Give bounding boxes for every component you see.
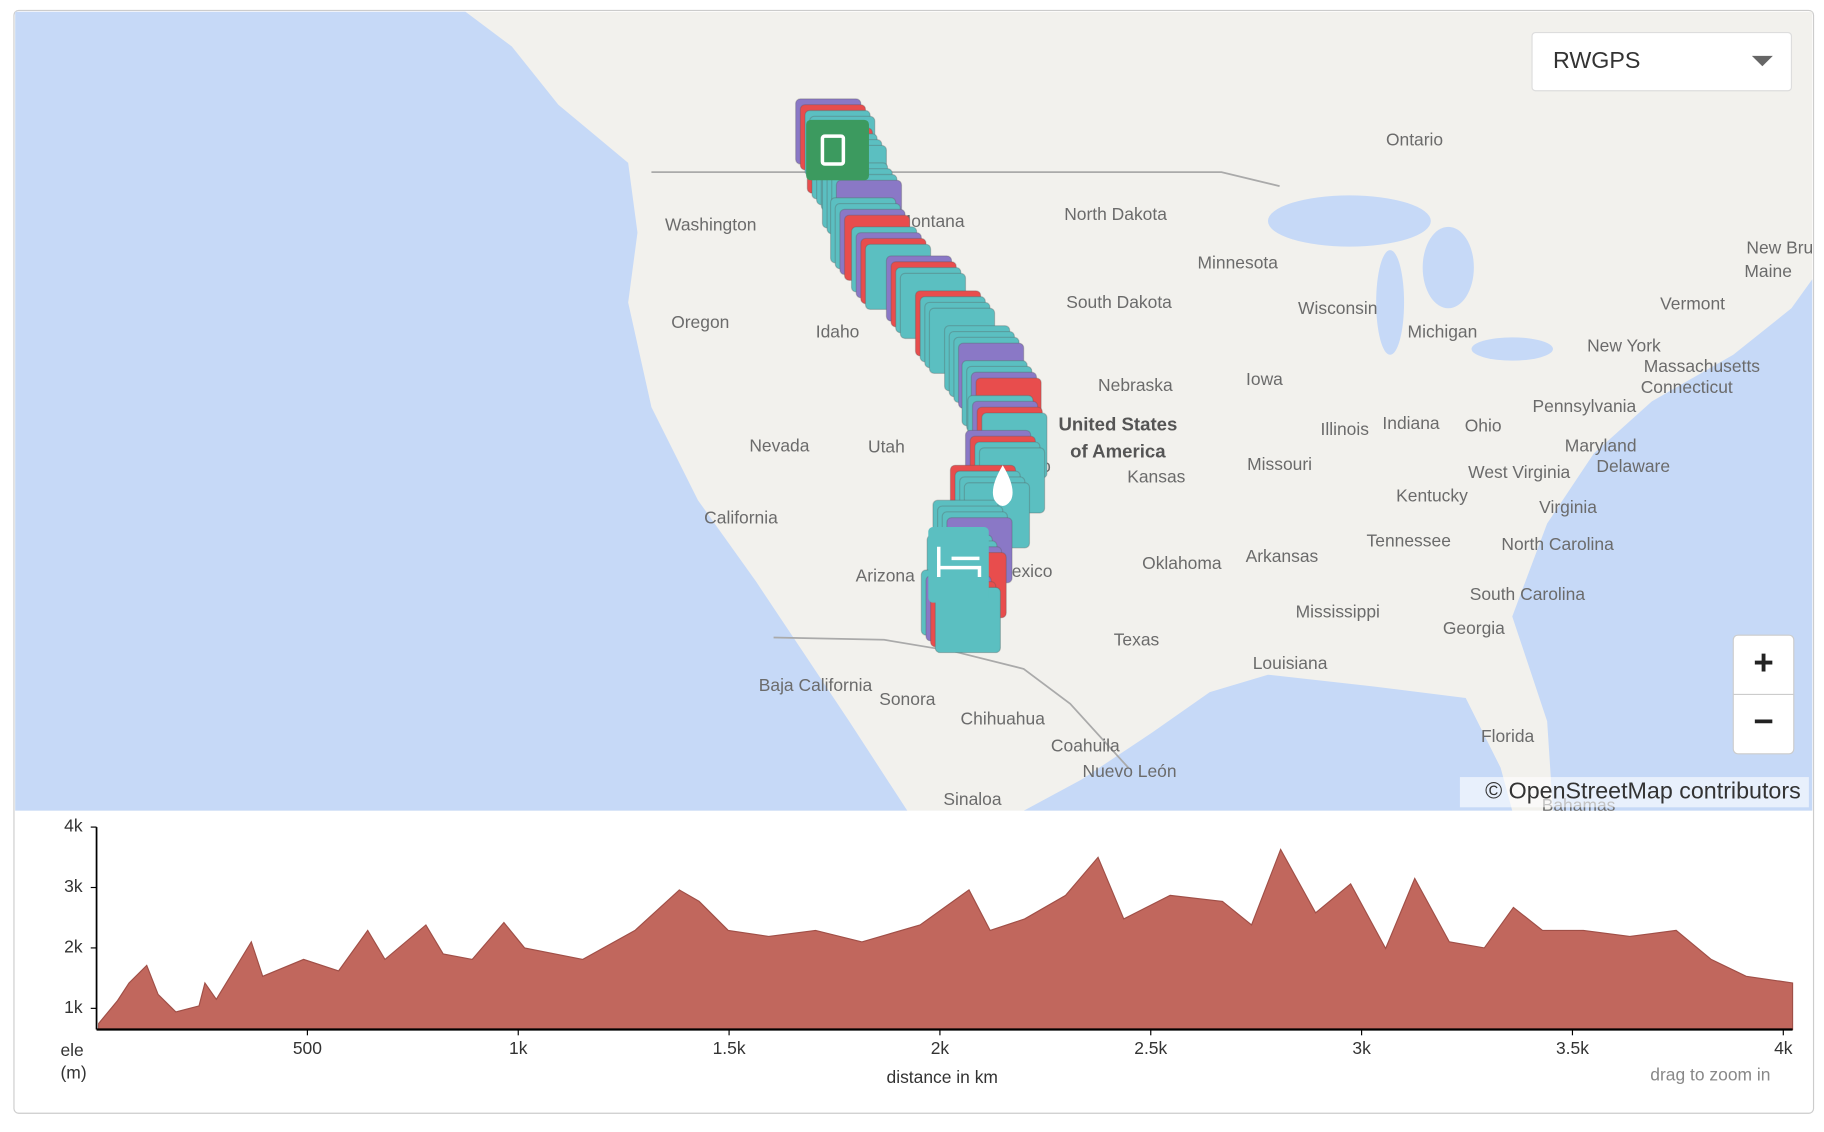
place-label: Arizona (856, 566, 915, 586)
place-label: Minnesota (1197, 253, 1278, 273)
place-label: South Dakota (1066, 292, 1172, 312)
place-label: Michigan (1408, 321, 1478, 341)
x-tick-label: 500 (293, 1038, 322, 1058)
map[interactable]: Ontario Washington Montana North Dakota Minn… (15, 11, 1813, 815)
place-label: North Carolina (1501, 534, 1614, 554)
place-label: Connecticut (1641, 377, 1733, 397)
poi-icon (992, 465, 1013, 507)
map-labels: Ontario Washington Montana North Dakota Minn… (665, 129, 1813, 810)
place-label: Virginia (1539, 497, 1597, 517)
place-label: Missouri (1247, 454, 1312, 474)
attribution-bg (1459, 777, 1809, 808)
zoom-control: + − (1732, 634, 1795, 755)
x-axis-label: distance in km (887, 1067, 998, 1087)
border (773, 636, 1130, 769)
x-tick-label: 2k (931, 1038, 950, 1058)
place-label: Chihuahua (961, 709, 1046, 729)
gulf (1023, 674, 1513, 811)
place-label: Indiana (1382, 413, 1440, 433)
place-label: Florida (1481, 726, 1535, 746)
place-label: Illinois (1321, 419, 1370, 439)
place-label: Idaho (816, 321, 860, 341)
place-label: Pennsylvania (1533, 396, 1637, 416)
y-axis-label: (m) (60, 1062, 86, 1082)
place-label: Nevada (749, 435, 809, 455)
x-tick-label: 1k (509, 1038, 528, 1058)
zoom-out[interactable]: − (1753, 702, 1773, 741)
poi-icon (937, 546, 982, 577)
place-label: Georgia (1443, 618, 1505, 638)
x-tick-label: 1.5k (713, 1038, 746, 1058)
place-label: Kansas (1127, 467, 1185, 487)
place-label: Maine (1744, 261, 1791, 281)
poi-markers[interactable] (795, 98, 1048, 654)
pacific (15, 11, 908, 811)
lake (1471, 337, 1553, 361)
poi-icon (820, 134, 846, 166)
place-label: Maryland (1565, 435, 1637, 455)
place-label: Washington (665, 214, 756, 234)
x-tick-label: 3.5k (1556, 1038, 1589, 1058)
y-tick-label: 2k (64, 937, 83, 957)
place-label: Ohio (1465, 416, 1502, 436)
zoom-hint: drag to zoom in (1650, 1065, 1770, 1085)
place-label: of America (1070, 440, 1166, 461)
lake (1422, 226, 1474, 309)
poi-marker (928, 526, 989, 603)
place-label: Tennessee (1367, 531, 1451, 551)
place-label: Massachusetts (1644, 356, 1761, 376)
place-label: Iowa (1246, 369, 1283, 389)
place-label: Coahuila (1051, 735, 1120, 755)
elevation-chart[interactable]: ele (m) distance in km drag to zoom in 1… (60, 816, 1794, 1087)
place-label: New York (1587, 335, 1661, 355)
y-tick-label: 1k (64, 997, 83, 1017)
y-tick-label: 4k (64, 816, 83, 836)
place-label: Nuevo León (1083, 761, 1177, 781)
x-tick-label: 3k (1352, 1038, 1371, 1058)
place-label: North Dakota (1064, 204, 1167, 224)
place-label: Oklahoma (1142, 553, 1222, 573)
place-label: California (704, 507, 778, 527)
place-label: Kentucky (1396, 485, 1468, 505)
lake (1267, 195, 1431, 247)
place-label: Baja California (759, 675, 873, 695)
place-label: Oregon (671, 312, 729, 332)
place-label: Delaware (1596, 456, 1670, 476)
place-label: Nebraska (1098, 375, 1173, 395)
x-tick-label: 4k (1774, 1038, 1793, 1058)
place-label: Vermont (1660, 293, 1725, 313)
place-label: Arkansas (1246, 546, 1319, 566)
place-label: Mississippi (1296, 602, 1380, 622)
layer-select-text: RWGPS (1553, 47, 1640, 73)
place-label: United States (1058, 414, 1177, 435)
elevation-area (98, 848, 1794, 1031)
attribution: © OpenStreetMap contributors (1485, 777, 1801, 803)
poi-marker (806, 119, 869, 181)
y-axis-label: ele (60, 1040, 83, 1060)
zoom-in[interactable]: + (1753, 644, 1773, 683)
place-label: West Virginia (1468, 462, 1570, 482)
lake (1376, 250, 1405, 355)
x-tick-label: 2.5k (1134, 1038, 1167, 1058)
place-label: Utah (868, 436, 905, 456)
place-label: New Bru (1746, 238, 1813, 258)
place-label: Texas (1114, 630, 1160, 650)
layer-select[interactable]: RWGPS (1531, 31, 1793, 92)
place-label: Wisconsin (1298, 298, 1377, 318)
y-tick-label: 3k (64, 876, 83, 896)
place-label: Sinaloa (943, 789, 1001, 809)
place-label: South Carolina (1470, 584, 1586, 604)
place-label: Louisiana (1253, 653, 1328, 673)
place-label: Ontario (1386, 129, 1443, 149)
place-label: Montana (897, 211, 965, 231)
place-label: Sonora (879, 689, 936, 709)
